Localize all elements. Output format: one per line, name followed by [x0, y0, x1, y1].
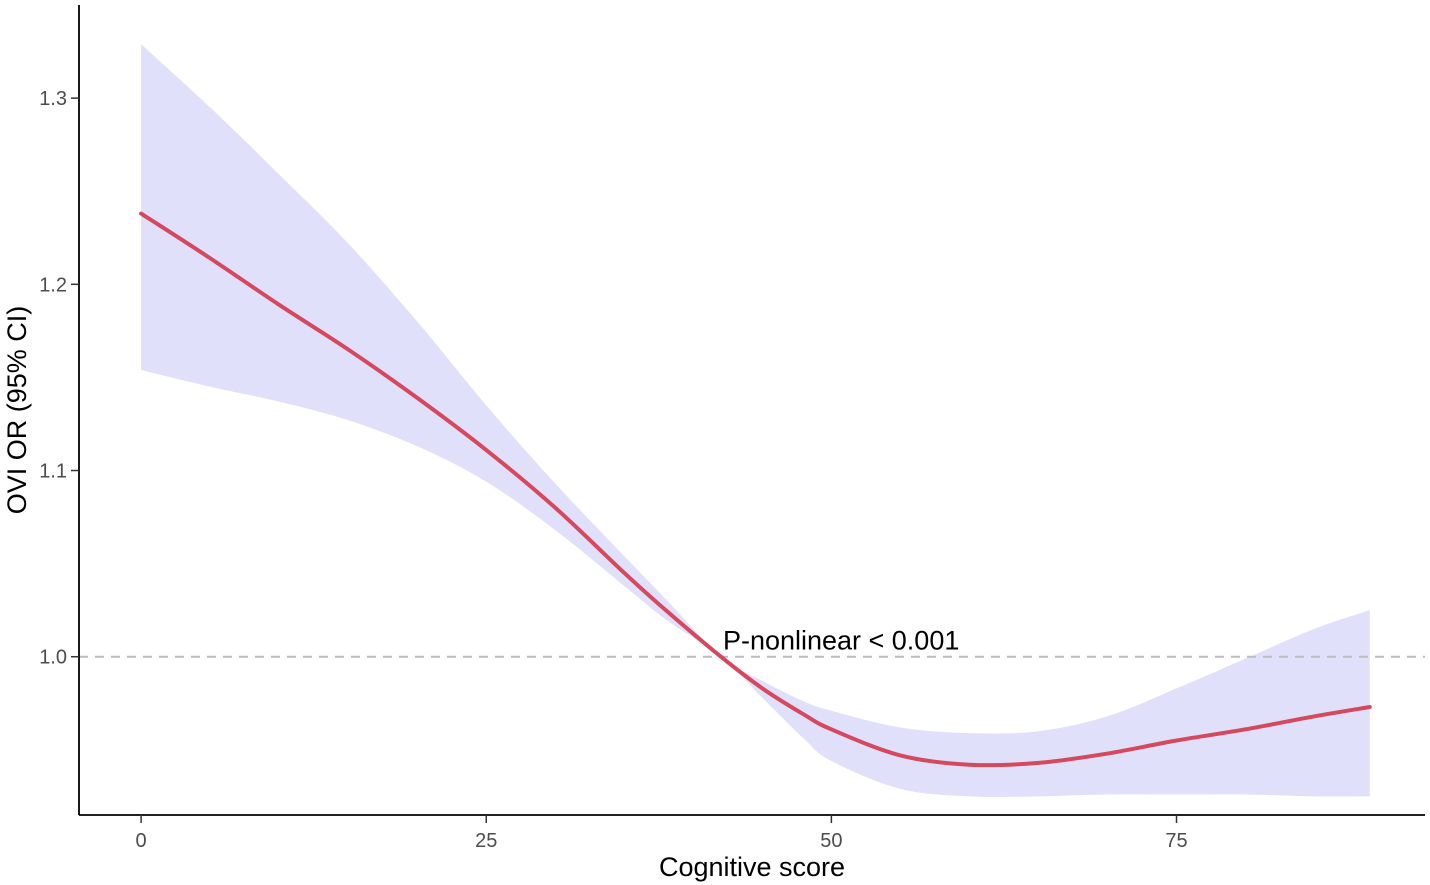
ticks-layer: 0 25 50 75 1.0 1.1 1.2 1.3	[39, 88, 1187, 852]
confidence-band	[141, 44, 1370, 798]
y-tick-label-3: 1.3	[39, 88, 67, 110]
axes-layer	[78, 5, 1425, 816]
y-tick-label-1: 1.1	[39, 461, 67, 483]
x-axis-title: Cognitive score	[659, 852, 845, 882]
series-line-layer	[139, 211, 1372, 768]
x-tick-label-0: 0	[136, 830, 147, 852]
annotation-p-nonlinear: P-nonlinear < 0.001	[723, 626, 959, 656]
confidence-band-layer	[141, 44, 1370, 798]
y-tick-label-2: 1.2	[39, 274, 67, 296]
y-tick-label-0: 1.0	[39, 647, 67, 669]
series-line-0	[139, 211, 1372, 768]
y-axis-title: OVI OR (95% CI)	[2, 306, 32, 515]
x-tick-label-1: 25	[475, 830, 497, 852]
x-tick-label-3: 75	[1165, 830, 1187, 852]
x-tick-label-2: 50	[820, 830, 842, 852]
